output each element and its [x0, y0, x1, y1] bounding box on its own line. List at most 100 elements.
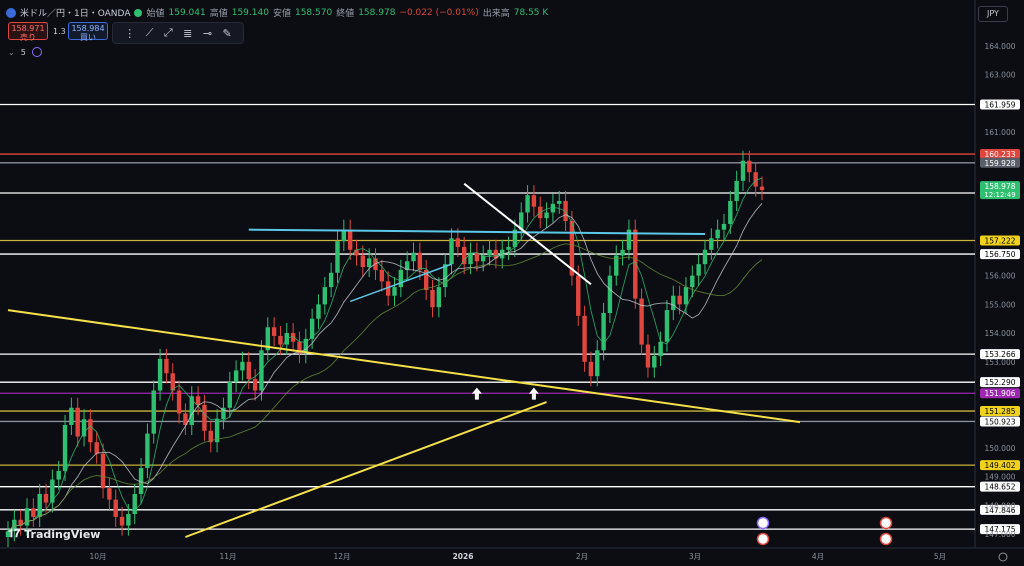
- candle-body: [37, 493, 42, 517]
- candle-body: [506, 246, 511, 250]
- candle-body: [328, 272, 334, 288]
- level-label: 160.233: [984, 150, 1015, 159]
- x-tick-label: 12月: [333, 552, 350, 561]
- candle-body: [430, 289, 435, 308]
- candle-body: [569, 221, 575, 276]
- candle-body: [392, 287, 397, 296]
- x-tick-label: 2026: [453, 552, 474, 561]
- candle-body: [354, 249, 359, 256]
- candle-body: [347, 229, 353, 250]
- fib-icon[interactable]: ≣: [183, 26, 193, 40]
- candle-body: [81, 419, 87, 437]
- tradingview-icon: 𝟏𝟕: [8, 527, 21, 540]
- indicator-count: 5: [20, 47, 26, 57]
- candle-body: [62, 424, 68, 471]
- candle-body: [297, 341, 302, 354]
- event-flag-icon[interactable]: [756, 532, 770, 546]
- level-label-bg: [980, 235, 1020, 246]
- settings-gear-icon[interactable]: [998, 552, 1008, 562]
- x-tick-label: 5月: [934, 552, 946, 561]
- level-label: 159.928: [984, 159, 1015, 168]
- candle-body: [132, 493, 137, 515]
- x-tick-label: 2月: [576, 552, 588, 561]
- candle-body: [189, 396, 194, 425]
- candle-body: [474, 252, 480, 262]
- level-label-bg: [980, 377, 1020, 388]
- last-price-label: 158.978: [984, 182, 1015, 191]
- pen-icon[interactable]: ✎: [222, 26, 232, 40]
- level-label: 151.906: [984, 389, 1015, 398]
- countdown-label: 12:12:49: [984, 191, 1015, 199]
- candle-body: [519, 212, 524, 230]
- candle-body: [107, 488, 112, 500]
- open-value: 159.041: [168, 7, 206, 18]
- event-flag-icon[interactable]: [879, 532, 893, 546]
- symbol-title[interactable]: 米ドル／円・1日・OANDA: [20, 9, 131, 19]
- level-label-bg: [980, 249, 1020, 260]
- level-label-bg: [980, 524, 1020, 535]
- trendline: [7, 309, 801, 424]
- candle-body: [126, 514, 131, 526]
- volume-label: 出来高: [482, 9, 510, 19]
- candle-body: [157, 358, 163, 391]
- candle-body: [442, 264, 448, 288]
- level-label: 147.846: [984, 506, 1015, 515]
- moving-average-line: [7, 203, 763, 532]
- change-value: −0.022 (−0.01%): [399, 7, 479, 18]
- horizontal-ray-icon[interactable]: ⊸: [202, 26, 213, 40]
- candle-body: [366, 258, 372, 268]
- candle-body: [595, 350, 600, 377]
- candle-body: [645, 344, 651, 368]
- candle-body: [531, 195, 537, 207]
- candle-body: [290, 333, 296, 342]
- event-flag-icon[interactable]: [756, 516, 770, 530]
- candle-body: [195, 396, 201, 405]
- candle-body: [614, 255, 619, 276]
- drag-handle-icon[interactable]: ⋮: [124, 26, 136, 40]
- buy-button[interactable]: 158.984 買い: [68, 22, 108, 42]
- y-tick-label: 161.000: [984, 128, 1015, 137]
- candle-body: [385, 281, 391, 296]
- candle-body: [753, 172, 758, 187]
- candle-body: [88, 419, 93, 443]
- y-tick-label: 156.000: [984, 272, 1015, 281]
- trendline: [463, 182, 592, 286]
- level-label: 161.959: [984, 100, 1015, 109]
- open-label: 始値: [146, 9, 165, 19]
- indicator-toggle[interactable]: ⌄ 5: [8, 47, 42, 57]
- candle-body: [557, 200, 562, 204]
- y-tick-label: 147.000: [984, 530, 1015, 539]
- candle-body: [265, 327, 270, 351]
- ray-icon[interactable]: ⤢: [163, 26, 173, 39]
- trend-line-icon[interactable]: ⟋: [145, 26, 154, 39]
- candle-body: [75, 407, 80, 437]
- sell-button[interactable]: 158.971 売り: [8, 22, 48, 42]
- moving-average-line: [7, 243, 763, 532]
- candle-body: [702, 249, 708, 265]
- level-label-bg: [980, 149, 1020, 160]
- level-label: 153.266: [984, 350, 1015, 359]
- currency-selector[interactable]: JPY: [978, 6, 1008, 22]
- tradingview-logo: 𝟏𝟕 TradingView: [8, 527, 100, 541]
- candle-body: [512, 229, 518, 247]
- candle-body: [379, 269, 385, 282]
- event-flag-icon[interactable]: [879, 516, 893, 530]
- indicator-circle-icon: [31, 47, 42, 57]
- candle-body: [303, 338, 308, 354]
- candle-body: [576, 275, 581, 316]
- x-tick-label: 3月: [689, 552, 701, 561]
- candle-body: [747, 160, 752, 173]
- candle-body: [658, 341, 663, 357]
- candle-body: [278, 335, 283, 345]
- flag-icon: [6, 7, 16, 18]
- candle-body: [170, 373, 175, 391]
- candle-body: [316, 304, 321, 319]
- candle-body: [487, 249, 492, 256]
- candle-body: [246, 361, 251, 380]
- candle-body: [462, 246, 467, 265]
- candle-body: [100, 453, 106, 489]
- y-tick-label: 148.000: [984, 501, 1015, 510]
- sell-price: 158.971: [11, 24, 45, 33]
